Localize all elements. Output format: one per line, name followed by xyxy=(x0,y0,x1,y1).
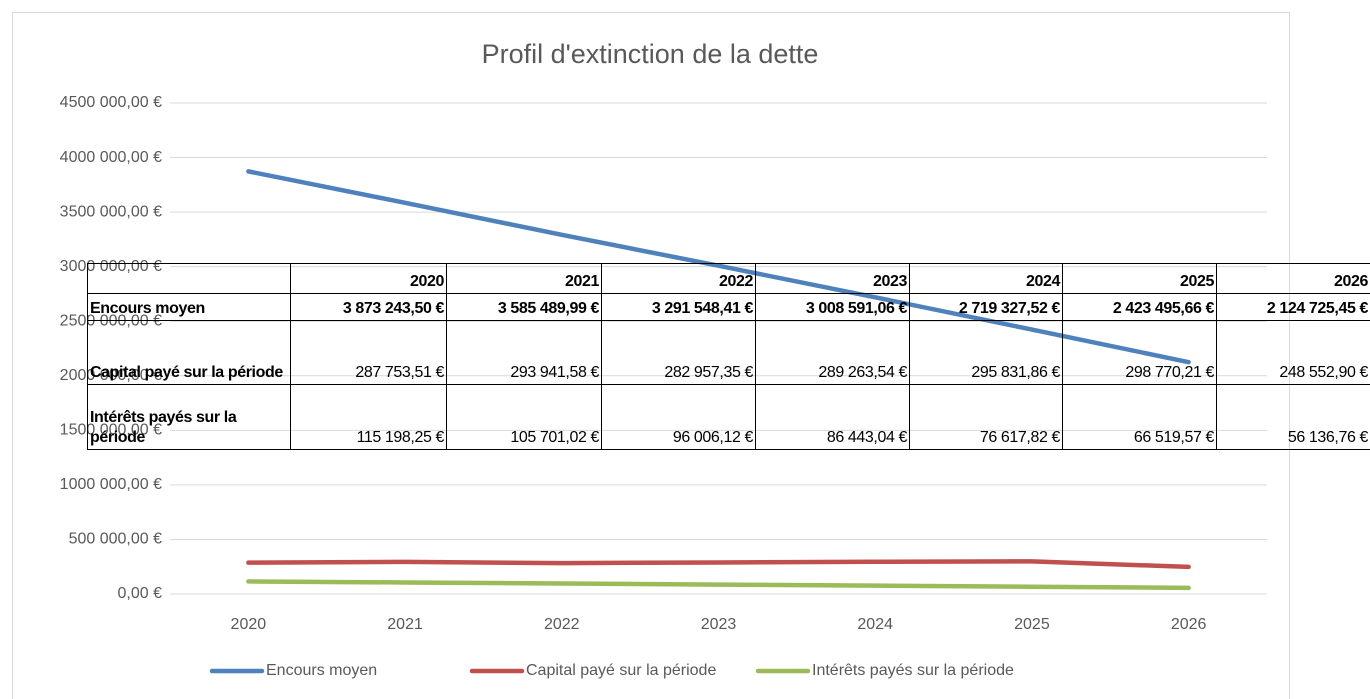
table-cell: 293 941,58 € xyxy=(446,320,602,385)
table-cell: 298 770,21 € xyxy=(1062,320,1217,385)
table-cell: 66 519,57 € xyxy=(1062,384,1217,450)
y-tick-label: 500 000,00 € xyxy=(69,531,163,548)
x-tick-label: 2025 xyxy=(1014,616,1050,633)
legend-label: Capital payé sur la période xyxy=(526,662,716,679)
table-cell xyxy=(87,263,291,294)
table-cell: 3 585 489,99 € xyxy=(446,293,602,321)
row-label: Capital payé sur la période xyxy=(87,320,291,385)
series-line xyxy=(246,559,1191,570)
table-cell: 3 873 243,50 € xyxy=(290,293,447,321)
table-row: Intérêts payés sur la période 115 198,25 … xyxy=(87,384,1370,450)
chart-title: Profil d'extinction de la dette xyxy=(482,39,819,69)
table-cell: 2 423 495,66 € xyxy=(1062,293,1217,321)
x-tick-label: 2023 xyxy=(701,616,737,633)
table-cell: 56 136,76 € xyxy=(1216,384,1370,450)
table-cell: 289 263,54 € xyxy=(755,320,910,385)
y-tick-label: 1000 000,00 € xyxy=(60,476,162,493)
x-tick-label: 2026 xyxy=(1171,616,1207,633)
table-cell: 287 753,51 € xyxy=(290,320,447,385)
y-tick-label: 3500 000,00 € xyxy=(60,203,162,220)
table-cell: 2022 xyxy=(601,263,756,294)
y-tick-label: 4000 000,00 € xyxy=(60,149,162,166)
table-cell: 295 831,86 € xyxy=(909,320,1063,385)
table-cell: 2025 xyxy=(1062,263,1217,294)
table-cell: 105 701,02 € xyxy=(446,384,602,450)
table-cell: 2 719 327,52 € xyxy=(909,293,1063,321)
table-cell: 2024 xyxy=(909,263,1063,294)
table-cell: 115 198,25 € xyxy=(290,384,447,450)
x-tick-label: 2020 xyxy=(231,616,267,633)
data-table: 2020 2021 2022 2023 2024 2025 2026 Encours moye… xyxy=(87,263,1370,450)
table-cell: 3 291 548,41 € xyxy=(601,293,756,321)
table-cell: 2020 xyxy=(290,263,447,294)
row-label: Encours moyen xyxy=(87,293,291,321)
x-tick-label: 2021 xyxy=(387,616,423,633)
table-cell: 248 552,90 € xyxy=(1216,320,1370,385)
x-tick-label: 2022 xyxy=(544,616,580,633)
table-cell: 282 957,35 € xyxy=(601,320,756,385)
legend-label: Encours moyen xyxy=(266,662,377,679)
table-row: 2020 2021 2022 2023 2024 2025 2026 xyxy=(87,263,1370,294)
y-tick-label: 0,00 € xyxy=(118,585,163,602)
legend-label: Intérêts payés sur la période xyxy=(812,662,1014,679)
table-cell: 2026 xyxy=(1216,263,1370,294)
table-cell: 96 006,12 € xyxy=(601,384,756,450)
row-label: Intérêts payés sur la période xyxy=(87,384,291,450)
x-tick-label: 2024 xyxy=(857,616,893,633)
series-line xyxy=(246,579,1191,591)
table-cell: 2023 xyxy=(755,263,910,294)
table-row: Capital payé sur la période 287 753,51 €2… xyxy=(87,320,1370,385)
table-cell: 2 124 725,45 € xyxy=(1216,293,1370,321)
table-cell: 86 443,04 € xyxy=(755,384,910,450)
table-cell: 76 617,82 € xyxy=(909,384,1063,450)
table-cell: 2021 xyxy=(446,263,602,294)
y-tick-label: 4500 000,00 € xyxy=(60,94,162,111)
table-cell: 3 008 591,06 € xyxy=(755,293,910,321)
table-row: Encours moyen 3 873 243,50 €3 585 489,99 … xyxy=(87,293,1370,321)
